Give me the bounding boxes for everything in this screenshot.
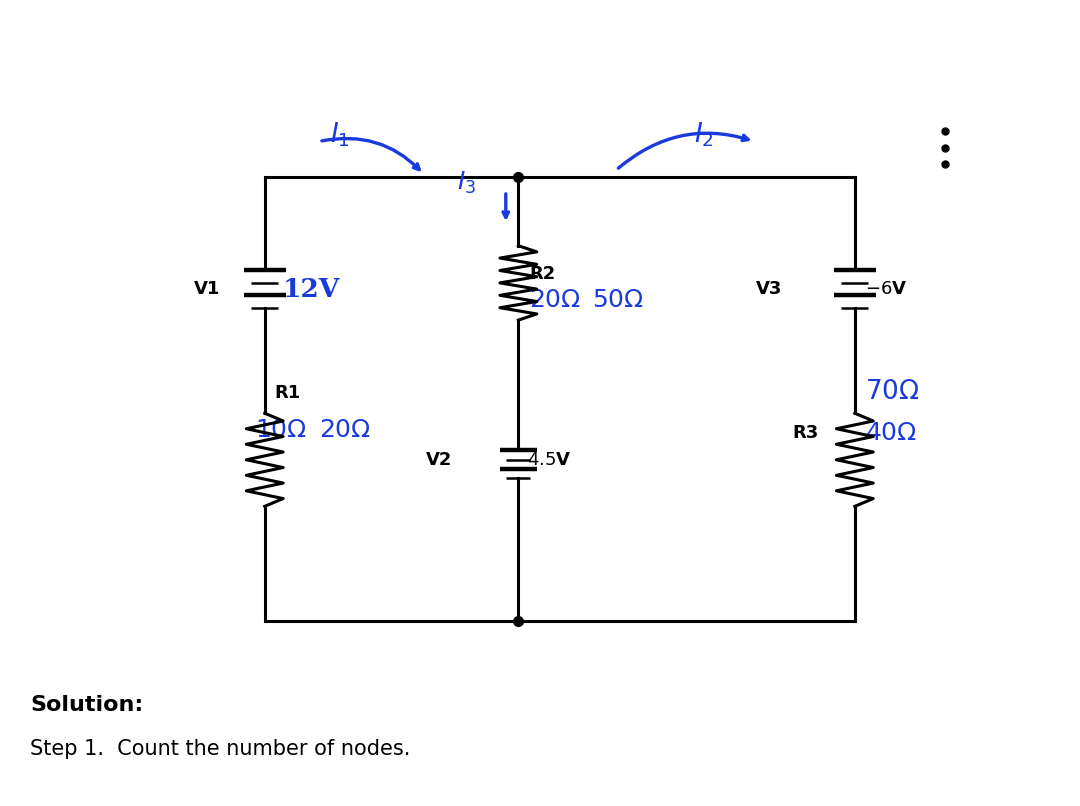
Text: $10\Omega$: $10\Omega$ (255, 419, 307, 442)
Text: Solution:: Solution: (30, 695, 144, 715)
Text: $20\Omega$: $20\Omega$ (529, 289, 581, 312)
Text: V2: V2 (427, 451, 453, 469)
Text: V1: V1 (193, 280, 220, 298)
Text: R1: R1 (274, 384, 301, 402)
Text: V3: V3 (756, 280, 782, 298)
Text: 12V: 12V (283, 276, 340, 301)
Text: R3: R3 (792, 424, 819, 442)
Text: $50\Omega$: $50\Omega$ (592, 289, 644, 312)
Text: $I_3$: $I_3$ (457, 170, 476, 196)
Text: $20\Omega$: $20\Omega$ (320, 419, 372, 442)
Text: $70\Omega$: $70\Omega$ (865, 379, 919, 404)
Text: Step 1.  Count the number of nodes.: Step 1. Count the number of nodes. (30, 739, 410, 759)
Text: $-6$V: $-6$V (865, 280, 907, 298)
Text: $40\Omega$: $40\Omega$ (865, 422, 917, 445)
Text: $I_1$: $I_1$ (330, 121, 350, 149)
Text: R2: R2 (529, 265, 555, 283)
Text: $4.5$V: $4.5$V (527, 451, 571, 469)
Text: $I_2$: $I_2$ (694, 121, 714, 149)
